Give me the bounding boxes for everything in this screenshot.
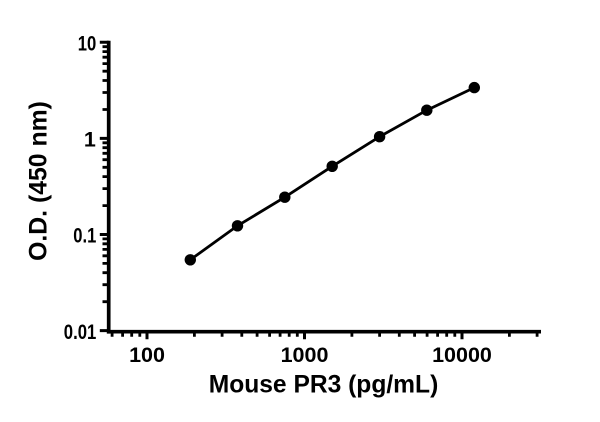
svg-text:Mouse PR3 (pg/mL): Mouse PR3 (pg/mL): [209, 371, 439, 398]
svg-text:0.01: 0.01: [64, 320, 97, 344]
svg-text:1000: 1000: [281, 343, 329, 367]
svg-text:O.D. (450 nm): O.D. (450 nm): [26, 101, 53, 261]
svg-text:0.1: 0.1: [73, 224, 96, 248]
svg-text:10000: 10000: [432, 343, 492, 367]
svg-text:1: 1: [84, 128, 96, 152]
svg-text:10: 10: [78, 32, 97, 56]
svg-text:100: 100: [129, 343, 165, 367]
